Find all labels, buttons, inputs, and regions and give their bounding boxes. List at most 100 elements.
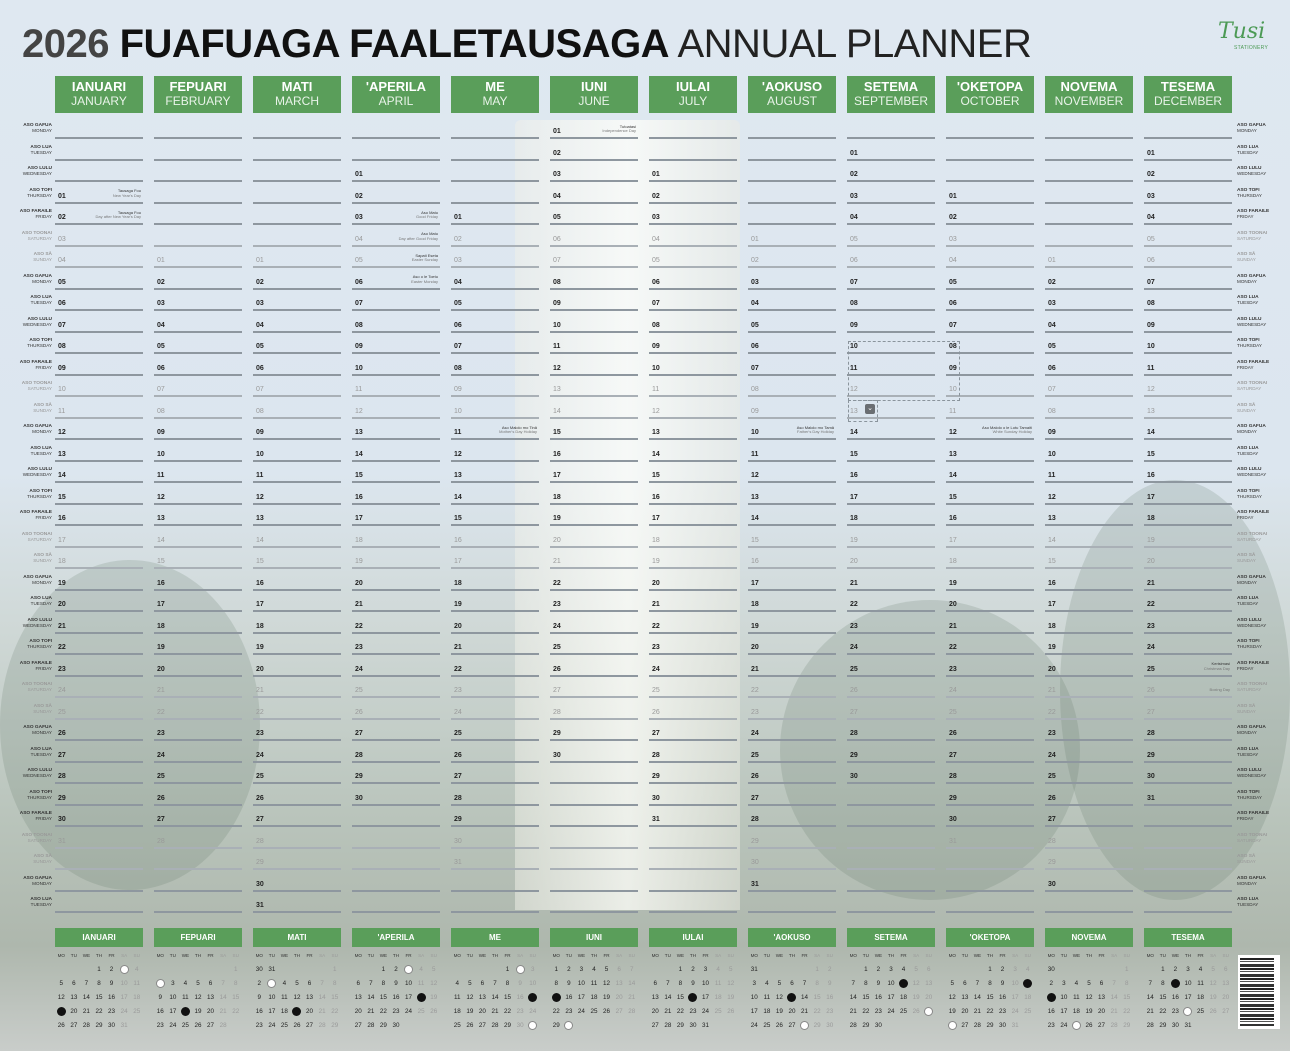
day-cell[interactable]: 22 (649, 614, 737, 634)
day-cell[interactable]: 13 (946, 442, 1034, 462)
day-cell[interactable]: 03 (1144, 184, 1232, 204)
day-cell[interactable]: 24 (1045, 743, 1133, 763)
day-cell[interactable]: 05 (451, 291, 539, 311)
day-cell[interactable]: 09 (451, 377, 539, 397)
day-cell[interactable] (352, 829, 440, 849)
day-cell[interactable]: 12 (352, 399, 440, 419)
day-cell[interactable]: 14 (154, 528, 242, 548)
day-cell[interactable]: 21 (946, 614, 1034, 634)
day-cell[interactable]: 14 (550, 399, 638, 419)
day-cell[interactable]: 23 (550, 592, 638, 612)
day-cell[interactable]: 22 (946, 635, 1034, 655)
day-cell[interactable] (1045, 162, 1133, 182)
day-cell[interactable]: 31 (253, 893, 341, 913)
day-cell[interactable]: 15 (154, 549, 242, 569)
day-cell[interactable]: 04 (1045, 313, 1133, 333)
day-cell[interactable]: 09 (253, 420, 341, 440)
day-cell[interactable]: 06 Aso o le Toetu Easter Monday (352, 270, 440, 290)
day-cell[interactable]: 01 (1045, 248, 1133, 268)
day-cell[interactable]: 06 (649, 270, 737, 290)
day-cell[interactable]: 14 (352, 442, 440, 462)
day-cell[interactable]: 09 (352, 334, 440, 354)
day-cell[interactable]: 23 (1144, 614, 1232, 634)
day-cell[interactable] (352, 807, 440, 827)
day-cell[interactable]: 16 (1144, 463, 1232, 483)
day-cell[interactable]: 21 (748, 657, 836, 677)
day-cell[interactable]: 16 (748, 549, 836, 569)
day-cell[interactable]: 21 (550, 549, 638, 569)
day-cell[interactable]: 20 (253, 657, 341, 677)
day-cell[interactable]: 21 (352, 592, 440, 612)
day-cell[interactable]: 07 (55, 313, 143, 333)
day-cell[interactable] (649, 829, 737, 849)
day-cell[interactable]: 16 (1045, 571, 1133, 591)
day-cell[interactable]: 13 (1144, 399, 1232, 419)
day-cell[interactable]: 27 (649, 721, 737, 741)
day-cell[interactable] (847, 829, 935, 849)
day-cell[interactable]: 06 (154, 356, 242, 376)
day-cell[interactable]: 08 (847, 291, 935, 311)
day-cell[interactable]: 08 (55, 334, 143, 354)
day-cell[interactable]: 28 (1045, 829, 1133, 849)
day-cell[interactable] (352, 893, 440, 913)
day-cell[interactable]: 25 (253, 764, 341, 784)
day-cell[interactable]: 24 (748, 721, 836, 741)
day-cell[interactable]: 22 (1045, 700, 1133, 720)
day-cell[interactable]: 08 (946, 334, 1034, 354)
day-cell[interactable] (253, 162, 341, 182)
day-cell[interactable]: 20 (1045, 657, 1133, 677)
day-cell[interactable]: 20 (946, 592, 1034, 612)
day-cell[interactable]: 11 (847, 356, 935, 376)
day-cell[interactable]: 25 (154, 764, 242, 784)
day-cell[interactable]: 04 (649, 227, 737, 247)
day-cell[interactable] (550, 872, 638, 892)
day-cell[interactable] (748, 893, 836, 913)
day-cell[interactable]: 21 (1045, 678, 1133, 698)
day-cell[interactable]: 19 (550, 506, 638, 526)
day-cell[interactable]: 17 (1045, 592, 1133, 612)
day-cell[interactable]: 10 (55, 377, 143, 397)
day-cell[interactable]: 30 (1045, 872, 1133, 892)
day-cell[interactable]: 16 (946, 506, 1034, 526)
day-cell[interactable]: 12 (55, 420, 143, 440)
day-cell[interactable]: 17 (847, 485, 935, 505)
day-cell[interactable]: 07 (1144, 270, 1232, 290)
day-cell[interactable] (748, 141, 836, 161)
day-cell[interactable]: 29 (451, 807, 539, 827)
day-cell[interactable]: 08 (451, 356, 539, 376)
day-cell[interactable]: 20 (649, 571, 737, 591)
day-cell[interactable] (1045, 205, 1133, 225)
day-cell[interactable]: 24 (946, 678, 1034, 698)
day-cell[interactable] (847, 872, 935, 892)
day-cell[interactable]: 03 (649, 205, 737, 225)
day-cell[interactable] (451, 893, 539, 913)
day-cell[interactable]: 19 (1144, 528, 1232, 548)
chevron-down-icon[interactable]: ⌄ (865, 404, 875, 414)
day-cell[interactable]: 14 (946, 463, 1034, 483)
day-cell[interactable]: 20 (550, 528, 638, 548)
day-cell[interactable]: 04 (154, 313, 242, 333)
day-cell[interactable]: 26 (451, 743, 539, 763)
day-cell[interactable]: 02 (352, 184, 440, 204)
day-cell[interactable]: 30 (649, 786, 737, 806)
day-cell[interactable] (253, 184, 341, 204)
day-cell[interactable]: 24 (550, 614, 638, 634)
day-cell[interactable]: 25 (748, 743, 836, 763)
day-cell[interactable]: 19 (748, 614, 836, 634)
day-cell[interactable]: 15 (55, 485, 143, 505)
day-cell[interactable] (1144, 119, 1232, 139)
day-cell[interactable] (946, 872, 1034, 892)
day-cell[interactable]: 29 (352, 764, 440, 784)
day-cell[interactable]: 29 (748, 829, 836, 849)
day-cell[interactable]: 14 (451, 485, 539, 505)
day-cell[interactable]: 14 (253, 528, 341, 548)
day-cell[interactable]: 17 (55, 528, 143, 548)
day-cell[interactable] (649, 119, 737, 139)
day-cell[interactable]: 02 (253, 270, 341, 290)
day-cell[interactable]: 13 (55, 442, 143, 462)
day-cell[interactable] (550, 786, 638, 806)
day-cell[interactable]: 29 (55, 786, 143, 806)
day-cell[interactable]: 11 (352, 377, 440, 397)
day-cell[interactable]: 27 (946, 743, 1034, 763)
day-cell[interactable]: 21 (451, 635, 539, 655)
